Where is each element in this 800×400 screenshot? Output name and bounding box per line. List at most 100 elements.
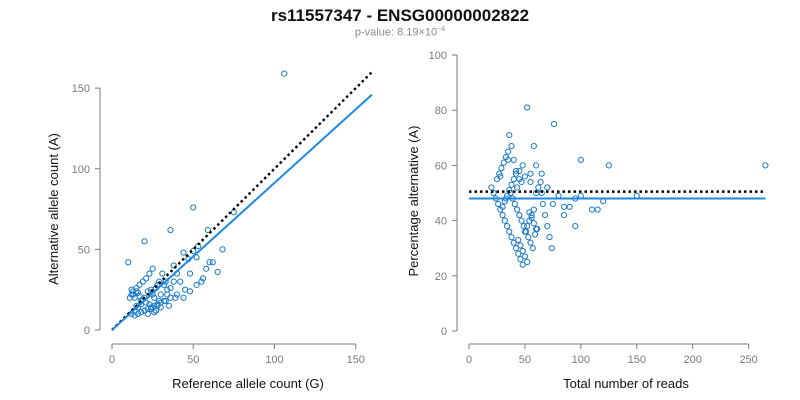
panel-right-data-point <box>518 217 525 224</box>
panel-left-data-point <box>139 278 146 285</box>
panel-right-data-point <box>524 258 531 266</box>
panel-left-data-point <box>199 275 207 282</box>
panel-right-data-point <box>577 156 584 163</box>
panel-left-data-point <box>154 301 161 308</box>
panel-right-data-point <box>549 200 556 208</box>
panel-right-data-point <box>497 173 504 180</box>
panel-left-data-point <box>173 291 181 298</box>
pvalue-text: p-value: 8.19×10 <box>354 26 438 39</box>
panel-left-data-point <box>203 265 210 272</box>
panel-right-y-tick-label: 100 <box>429 50 447 62</box>
panel-left-x-tick-label: 50 <box>187 354 199 366</box>
panel-right-data-point <box>506 187 513 194</box>
panel-right-data-point <box>762 162 769 169</box>
panel-left-y-tick-label: 0 <box>84 325 90 337</box>
panel-right-data-point <box>529 245 536 252</box>
panel-left-data-point <box>159 270 166 277</box>
panel-right-data-point <box>499 211 506 219</box>
panel-right-data-point <box>517 242 524 249</box>
panel-right-data-point <box>513 184 521 191</box>
panel-left-y-tick-label: 100 <box>72 164 90 176</box>
panel-right-data-point <box>516 211 523 219</box>
panel-left-data-point <box>186 270 194 277</box>
panel-right-y-tick-label: 60 <box>435 160 447 172</box>
panel-right-data-point <box>530 142 537 150</box>
panel-right-data-point <box>605 162 612 169</box>
panel-left-x-axis-label: Reference allele count (G) <box>172 376 324 391</box>
panel-left-data-point <box>141 238 148 245</box>
panel-right-data-point <box>541 211 549 219</box>
panel-right-data-point <box>498 165 505 172</box>
panel-left-data-point <box>214 268 221 276</box>
panel-right-data-point <box>527 178 534 186</box>
panel-right-data-point <box>503 223 511 230</box>
panel-right-data-point <box>493 176 501 183</box>
panel-left-data-point <box>130 288 137 295</box>
panel-right-data-point <box>518 178 525 186</box>
panel-right-data-point <box>508 181 515 188</box>
panel-left-data-point <box>186 288 194 295</box>
panel-right-data-point <box>533 162 540 169</box>
panel-right-data-point <box>538 170 545 177</box>
panel-left-data-point <box>180 249 187 256</box>
panel-left-data-point <box>190 204 197 211</box>
panel-left-data-point <box>162 278 169 285</box>
panel-right-y-tick-label: 0 <box>441 326 447 338</box>
panel-left-data-point <box>131 312 138 319</box>
panel-right-data-point <box>515 250 522 257</box>
panel-right-data-point <box>515 236 522 244</box>
panel-right-data-point <box>508 234 515 241</box>
panel-right-data-point <box>530 206 537 213</box>
panel-left-data-point <box>170 262 177 269</box>
panel-left-data-point <box>198 278 205 285</box>
panel-right-data-point <box>513 206 521 213</box>
panel-left-data-point <box>138 309 145 316</box>
panel-right-data-point <box>506 228 513 235</box>
panel-left-data-point <box>209 259 216 266</box>
panel-right-data-point <box>588 206 596 213</box>
panel-left-data-point <box>180 294 187 301</box>
panel-left-data-point <box>128 291 135 298</box>
panel-right-y-tick-label: 40 <box>435 216 447 228</box>
panel-right-data-point <box>519 162 526 169</box>
panel-left-y-tick-label: 50 <box>78 244 90 256</box>
panel-right-data-point <box>539 200 546 208</box>
panel-left-data-point <box>157 291 164 298</box>
panel-right-data-point <box>524 223 531 230</box>
panel-left-data-point <box>177 278 184 285</box>
panel-right-data-point <box>501 217 508 224</box>
panel-right-x-tick-label: 100 <box>572 354 590 366</box>
panel-right-data-point <box>505 148 512 155</box>
panel-left-x-tick-label: 0 <box>109 354 115 366</box>
panel-right-data-point <box>560 203 568 210</box>
panel-left-data-point <box>134 304 142 311</box>
panel-right-data-point <box>537 178 544 186</box>
panel-left-y-tick-label: 150 <box>72 83 90 95</box>
panel-right-data-point <box>488 184 495 191</box>
panel-right-data-point <box>517 256 524 263</box>
panel-right-x-axis-label: Total number of reads <box>563 376 689 391</box>
panel-left-data-point <box>167 226 174 234</box>
panel-left-data-point <box>193 281 200 288</box>
panel-left-data-point <box>146 270 153 277</box>
panel-right-data-point <box>544 184 551 191</box>
panel-right-data-point <box>525 234 532 241</box>
panel-right-data-point <box>510 176 517 183</box>
panel-right-data-point <box>494 200 502 208</box>
panel-right-x-tick-label: 200 <box>684 354 702 366</box>
panel-left-data-point <box>143 275 150 282</box>
panel-left-x-tick-label: 150 <box>347 354 365 366</box>
panel-right-data-point <box>510 156 517 163</box>
panel-left-data-point <box>156 278 163 285</box>
panel-left-data-point <box>144 305 151 313</box>
panel-left-data-point <box>206 259 213 266</box>
panel-right-data-point <box>550 120 558 128</box>
panel-left-data-point <box>126 294 133 301</box>
panel-left-data-point <box>125 259 132 266</box>
panel-right-data-point <box>560 211 568 219</box>
panel-left-data-point <box>147 304 155 311</box>
panel-right-data-point <box>546 234 553 241</box>
panel-right-y-tick-label: 80 <box>435 105 447 117</box>
panel-right-data-point <box>522 228 530 235</box>
panel-left-data-point <box>193 254 200 261</box>
